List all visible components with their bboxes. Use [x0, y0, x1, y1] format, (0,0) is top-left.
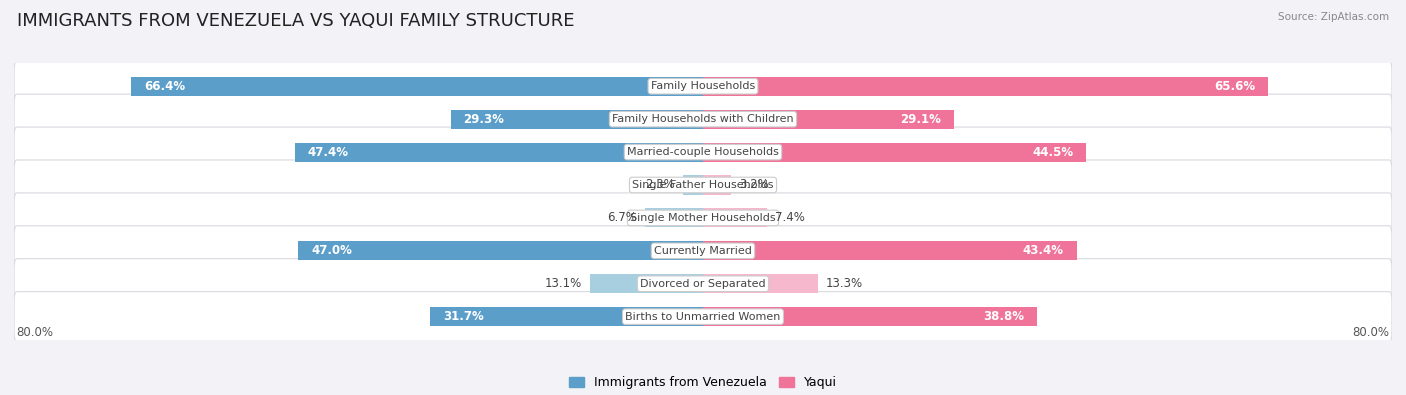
Text: Single Mother Households: Single Mother Households	[630, 213, 776, 223]
FancyBboxPatch shape	[14, 160, 1392, 210]
FancyBboxPatch shape	[14, 94, 1392, 144]
Bar	[703, 109, 953, 129]
Bar	[645, 209, 703, 228]
Bar	[703, 274, 817, 293]
Text: Source: ZipAtlas.com: Source: ZipAtlas.com	[1278, 12, 1389, 22]
Text: 80.0%: 80.0%	[17, 326, 53, 339]
Text: 66.4%: 66.4%	[143, 80, 186, 93]
Text: 43.4%: 43.4%	[1022, 245, 1064, 257]
Bar	[703, 307, 1038, 326]
Bar	[295, 143, 703, 162]
Text: 6.7%: 6.7%	[607, 211, 637, 224]
Bar	[703, 175, 731, 195]
Bar	[451, 109, 703, 129]
Text: Currently Married: Currently Married	[654, 246, 752, 256]
Text: Family Households with Children: Family Households with Children	[612, 114, 794, 124]
Text: Single Father Households: Single Father Households	[633, 180, 773, 190]
Text: 80.0%: 80.0%	[1353, 326, 1389, 339]
Legend: Immigrants from Venezuela, Yaqui: Immigrants from Venezuela, Yaqui	[564, 371, 842, 394]
Text: 65.6%: 65.6%	[1213, 80, 1256, 93]
Text: 31.7%: 31.7%	[443, 310, 484, 323]
Text: 47.0%: 47.0%	[311, 245, 352, 257]
Text: 13.3%: 13.3%	[827, 277, 863, 290]
Bar	[703, 143, 1087, 162]
Text: 3.2%: 3.2%	[740, 179, 769, 192]
Text: 13.1%: 13.1%	[544, 277, 582, 290]
Text: 2.3%: 2.3%	[645, 179, 675, 192]
FancyBboxPatch shape	[14, 292, 1392, 342]
FancyBboxPatch shape	[14, 259, 1392, 309]
Text: 47.4%: 47.4%	[308, 146, 349, 158]
Bar	[430, 307, 703, 326]
Bar	[703, 241, 1077, 260]
Bar	[703, 209, 766, 228]
Bar	[591, 274, 703, 293]
Bar	[298, 241, 703, 260]
Text: Married-couple Households: Married-couple Households	[627, 147, 779, 157]
Text: Family Households: Family Households	[651, 81, 755, 91]
Bar	[703, 77, 1268, 96]
FancyBboxPatch shape	[14, 61, 1392, 111]
Text: Births to Unmarried Women: Births to Unmarried Women	[626, 312, 780, 322]
Text: 38.8%: 38.8%	[983, 310, 1024, 323]
Text: IMMIGRANTS FROM VENEZUELA VS YAQUI FAMILY STRUCTURE: IMMIGRANTS FROM VENEZUELA VS YAQUI FAMIL…	[17, 12, 575, 30]
Text: 29.1%: 29.1%	[900, 113, 941, 126]
Bar	[131, 77, 703, 96]
FancyBboxPatch shape	[14, 127, 1392, 177]
Bar	[683, 175, 703, 195]
Text: 7.4%: 7.4%	[775, 211, 806, 224]
Text: 29.3%: 29.3%	[464, 113, 505, 126]
Text: Divorced or Separated: Divorced or Separated	[640, 279, 766, 289]
FancyBboxPatch shape	[14, 226, 1392, 276]
Text: 44.5%: 44.5%	[1032, 146, 1073, 158]
FancyBboxPatch shape	[14, 193, 1392, 243]
